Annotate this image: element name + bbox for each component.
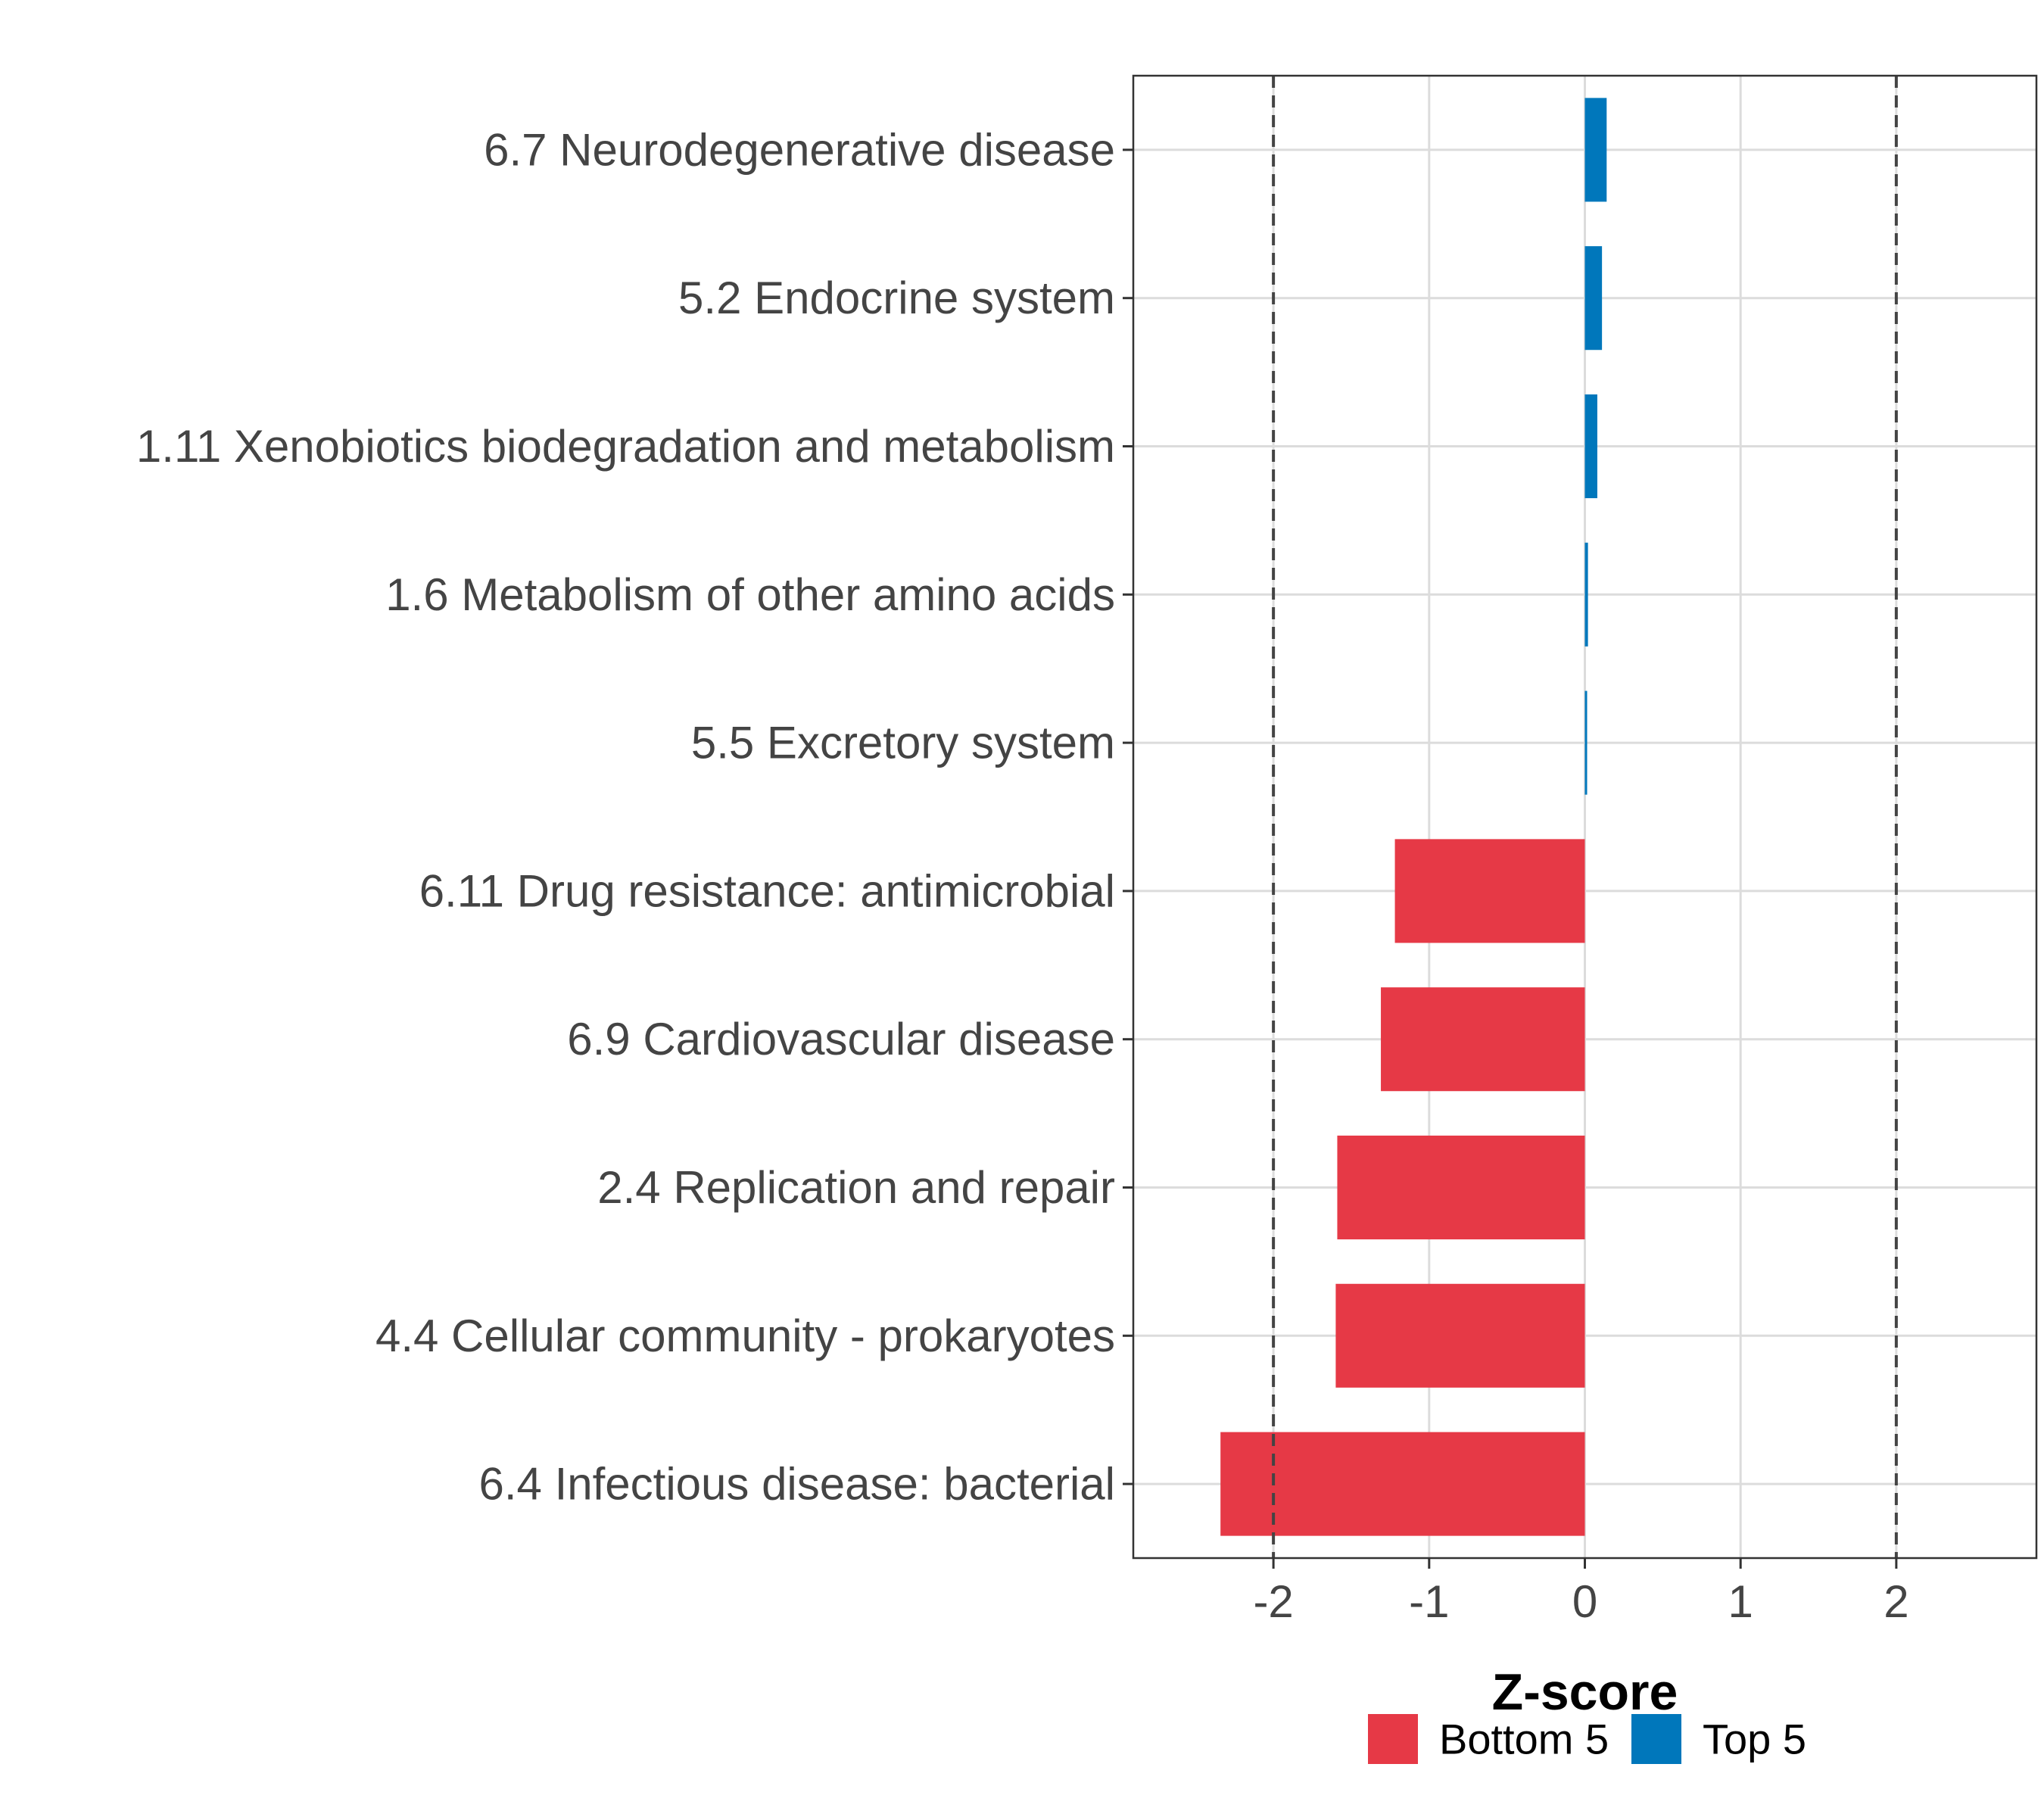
category-label: 5.2 Endocrine system: [678, 273, 1115, 323]
legend: Bottom 5 Top 5: [1368, 1714, 1806, 1764]
y-axis: 6.7 Neurodegenerative disease 5.2 Endocri…: [136, 124, 1133, 1510]
category-label: 6.11 Drug resistance: antimicrobial: [419, 865, 1115, 916]
legend-label: Top 5: [1703, 1716, 1806, 1763]
bar: [1381, 987, 1585, 1092]
category-label: 6.4 Infectious disease: bacterial: [479, 1459, 1116, 1510]
bars: [1220, 98, 1607, 1536]
x-tick-label: 1: [1728, 1576, 1753, 1627]
legend-key: [1368, 1714, 1418, 1764]
legend-label: Bottom 5: [1439, 1716, 1609, 1763]
category-label: 1.6 Metabolism of other amino acids: [385, 569, 1115, 620]
category-label: 6.7 Neurodegenerative disease: [484, 124, 1115, 175]
category-label: 5.5 Excretory system: [691, 718, 1115, 768]
x-axis: -2 -1 0 1 2: [1253, 1558, 1909, 1627]
bar: [1335, 1283, 1585, 1388]
bar: [1220, 1432, 1585, 1536]
x-tick-label: -1: [1409, 1576, 1449, 1627]
bar: [1584, 542, 1588, 647]
category-label: 2.4 Replication and repair: [597, 1162, 1115, 1213]
x-tick-label: -2: [1253, 1576, 1293, 1627]
x-axis-title: Z-score: [1492, 1663, 1678, 1721]
reference-lines: [1272, 76, 1898, 1558]
legend-key: [1631, 1714, 1681, 1764]
bar: [1394, 839, 1585, 943]
category-label: 4.4 Cellular community - prokaryotes: [375, 1311, 1115, 1361]
bar: [1584, 394, 1597, 499]
x-tick-label: 0: [1572, 1576, 1597, 1627]
bar: [1584, 98, 1607, 202]
category-label: 6.9 Cardiovascular disease: [567, 1014, 1115, 1064]
x-tick-label: 2: [1884, 1576, 1908, 1627]
bar: [1584, 246, 1603, 351]
bar: [1584, 690, 1588, 795]
category-label: 1.11 Xenobiotics biodegradation and meta…: [136, 421, 1115, 472]
bar: [1337, 1135, 1585, 1240]
